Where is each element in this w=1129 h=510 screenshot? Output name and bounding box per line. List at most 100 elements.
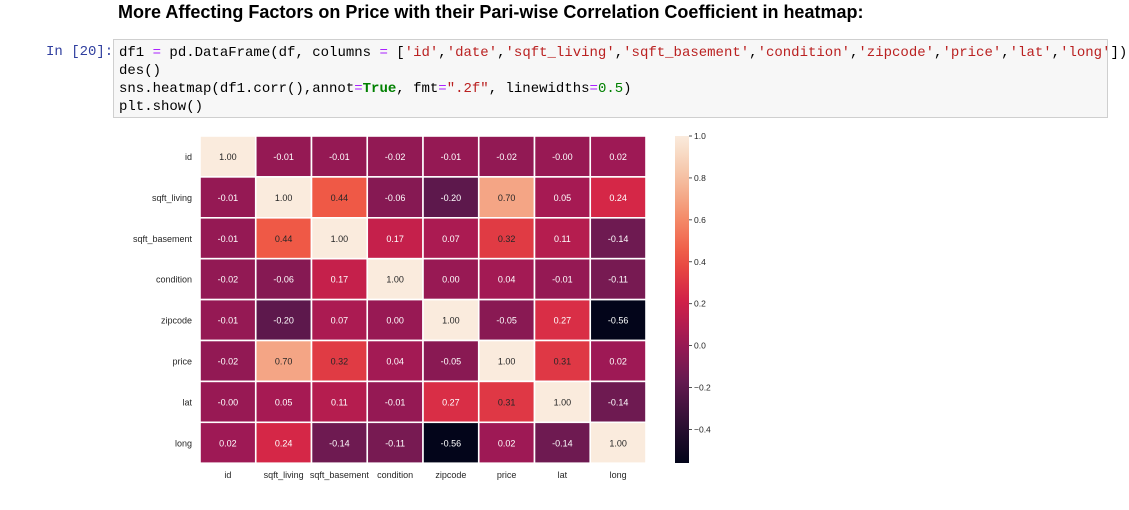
- cell-value-label: -0.14: [552, 438, 573, 448]
- code-token: True: [362, 81, 397, 97]
- y-tick-label: sqft_living: [152, 193, 192, 203]
- colorbar: [675, 136, 689, 463]
- colorbar-tick-label: −0.2: [694, 383, 711, 393]
- heatmap-cell: [533, 257, 592, 301]
- cell-value-label: 0.31: [554, 356, 572, 366]
- y-tick-label: id: [185, 152, 192, 162]
- cell-value-label: 0.70: [498, 193, 516, 203]
- code-token: sns.heatmap(df1.corr(),annot: [119, 81, 355, 97]
- colorbar-tick-label: 0.8: [694, 173, 706, 183]
- cell-value-label: 0.11: [331, 397, 348, 407]
- code-token: =: [438, 81, 447, 97]
- cell-value-label: 0.05: [554, 193, 572, 203]
- correlation-heatmap-figure: 1.00 -0.01 -0.01 -0.02 -0.01 -0.02 -0.00 0.02 -0…: [133, 131, 711, 480]
- cell-value-label: -0.05: [441, 356, 462, 366]
- y-tick-label: price: [172, 356, 192, 366]
- cell-value-label: -0.02: [496, 152, 517, 162]
- cell-value-label: -0.01: [552, 275, 573, 285]
- x-tick-label: zipcode: [435, 470, 466, 480]
- colorbar-tick-label: 1.0: [694, 131, 706, 141]
- heatmap-cell: [533, 298, 592, 342]
- cell-value-label: 0.02: [609, 356, 627, 366]
- cell-value-label: 1.00: [554, 397, 572, 407]
- code-token: ".2f": [446, 81, 489, 97]
- heatmap-cell: [533, 217, 592, 260]
- cell-value-label: 0.32: [498, 234, 516, 244]
- cell-value-label: -0.02: [385, 152, 406, 162]
- code-token: 'id': [404, 45, 439, 61]
- cell-value-label: -0.01: [218, 193, 239, 203]
- code-token: ,: [934, 45, 943, 61]
- heatmap-cell: [589, 176, 647, 219]
- cell-value-label: 0.27: [442, 397, 460, 407]
- heatmap-cell: [254, 380, 313, 424]
- cell-value-label: 1.00: [442, 316, 460, 326]
- code-token: 'sqft_living': [505, 45, 615, 61]
- code-token: =: [354, 81, 363, 97]
- cell-value-label: -0.01: [329, 152, 350, 162]
- heatmap-cell: [310, 257, 369, 301]
- code-token: , linewidths: [488, 81, 590, 97]
- cell-value-label: -0.00: [218, 397, 239, 407]
- heatmap-cell: [589, 421, 647, 464]
- heatmap-cell: [199, 135, 257, 178]
- heatmap-cell: [310, 217, 369, 260]
- cell-value-label: 0.04: [498, 275, 516, 285]
- heatmap-cell: [589, 135, 647, 178]
- heatmap-cell: [366, 135, 424, 178]
- code-token: ): [623, 81, 632, 97]
- x-tick-label: price: [497, 470, 517, 480]
- heatmap-cell: [589, 339, 647, 383]
- code-token: 'price': [942, 45, 1002, 61]
- code-token: 'lat': [1009, 45, 1052, 61]
- code-token: ,: [438, 45, 447, 61]
- heatmap-cell: [589, 298, 647, 342]
- cell-value-label: 0.05: [275, 397, 293, 407]
- code-token: =: [589, 81, 598, 97]
- code-token: ]): [1110, 45, 1128, 61]
- cell-value-label: 0.07: [331, 316, 349, 326]
- cell-value-label: -0.14: [608, 234, 629, 244]
- code-token: plt.show(): [119, 99, 204, 115]
- heatmap-cell: [422, 421, 480, 464]
- code-token: ,: [497, 45, 506, 61]
- cell-value-label: 0.11: [554, 234, 571, 244]
- code-token: 'long': [1060, 45, 1111, 61]
- code-editor[interactable]: df1 = pd.DataFrame(df, columns = ['id','…: [119, 44, 1127, 116]
- cell-value-label: -0.20: [273, 316, 294, 326]
- colorbar-tick-label: 0.2: [694, 299, 706, 309]
- code-token: ,: [1051, 45, 1061, 61]
- x-tick-label: long: [610, 470, 627, 480]
- cell-value-label: -0.01: [218, 234, 239, 244]
- cell-value-label: 0.70: [275, 356, 293, 366]
- heatmap-cell: [422, 380, 480, 424]
- cell-value-label: -0.06: [273, 275, 294, 285]
- colorbar-tick-label: 0.6: [694, 215, 706, 225]
- heatmap-cell: [254, 176, 313, 219]
- code-token: ,: [749, 45, 758, 61]
- colorbar-tick-label: 0.4: [694, 257, 706, 267]
- y-tick-label: zipcode: [161, 316, 192, 326]
- heatmap-cell: [310, 421, 369, 464]
- cell-value-label: 0.00: [386, 316, 404, 326]
- colorbar-tick-label: 0.0: [694, 341, 706, 351]
- heatmap-cell: [477, 217, 536, 260]
- cell-value-label: -0.02: [218, 356, 239, 366]
- colorbar-tick-label: −0.4: [694, 424, 711, 434]
- heatmap-cell: [533, 380, 592, 424]
- code-token: =: [152, 45, 162, 61]
- cell-value-label: -0.14: [329, 438, 350, 448]
- cell-value-label: -0.01: [441, 152, 462, 162]
- cell-value-label: 1.00: [609, 438, 627, 448]
- cell-value-label: -0.56: [608, 316, 629, 326]
- code-token: ,: [850, 45, 859, 61]
- heatmap-cell: [366, 217, 424, 260]
- heatmap-cell: [477, 257, 536, 301]
- section-heading: More Affecting Factors on Price with the…: [118, 2, 864, 22]
- code-cell-input[interactable]: df1 = pd.DataFrame(df, columns = ['id','…: [113, 39, 1127, 118]
- code-token: ,: [1001, 45, 1010, 61]
- cell-value-label: 0.17: [386, 234, 404, 244]
- code-line: plt.show(): [119, 98, 1127, 116]
- heatmap-annotations: 1.00 -0.01 -0.01 -0.02 -0.01 -0.02 -0.00 0.02 -0…: [218, 152, 629, 448]
- heatmap-cell: [254, 339, 313, 383]
